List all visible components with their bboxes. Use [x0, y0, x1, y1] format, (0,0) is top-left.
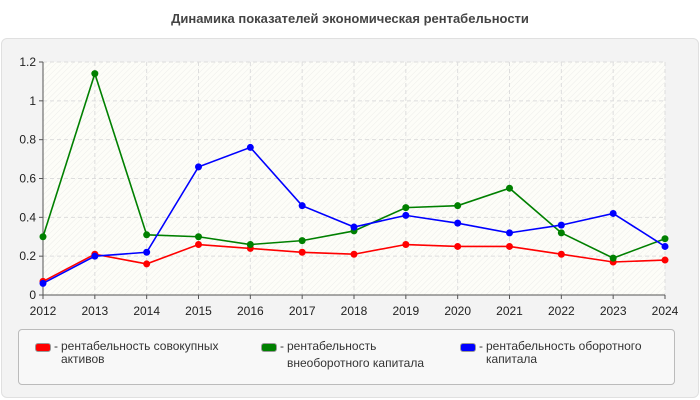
x-tick-label: 2013: [81, 304, 108, 318]
data-point: [506, 229, 513, 237]
y-tick-label: 1: [29, 94, 36, 108]
legend-swatch-blue: [460, 343, 476, 352]
data-point: [557, 229, 565, 237]
data-point: [661, 256, 669, 264]
x-tick-label: 2014: [133, 304, 160, 318]
legend-dash: -: [54, 339, 58, 353]
x-tick-label: 2023: [600, 304, 627, 318]
data-point: [143, 231, 151, 239]
legend-item-noncurrent: - рентабельность внеоборотного капитала: [261, 339, 424, 372]
x-tick-label: 2022: [548, 304, 575, 318]
data-point: [143, 248, 151, 256]
x-tick-label: 2020: [444, 304, 471, 318]
x-tick-label: 2012: [30, 304, 57, 318]
legend-dash: -: [479, 339, 483, 353]
legend-label: рентабельность внеоборотного капитала: [287, 339, 424, 370]
y-tick-label: 0.2: [19, 249, 36, 263]
y-tick-label: 0.8: [19, 133, 36, 147]
data-point: [91, 252, 99, 260]
data-point: [557, 250, 565, 258]
data-point: [661, 242, 669, 250]
data-point: [350, 250, 358, 258]
x-tick-label: 2016: [237, 304, 264, 318]
data-point: [609, 209, 617, 217]
data-point: [454, 219, 462, 227]
chart-title: Динамика показателей экономическая рента…: [171, 11, 529, 26]
data-point: [506, 242, 513, 250]
data-point: [454, 242, 462, 250]
data-point: [246, 143, 254, 151]
data-point: [298, 202, 306, 210]
legend-item-current: - рентабельность оборотного капитала: [460, 340, 642, 366]
line-chart: 0 0.2 0.4 0.6 0.8 1 1.2 2012 2013 2014 2015 2016 201…: [19, 55, 679, 318]
data-point: [195, 163, 202, 171]
data-point: [143, 260, 151, 268]
data-point: [39, 279, 47, 287]
x-tick-label: 2015: [185, 304, 212, 318]
data-point: [506, 184, 513, 192]
data-point: [298, 248, 306, 256]
data-point: [195, 241, 202, 249]
data-point: [454, 202, 462, 210]
data-point: [402, 241, 410, 249]
legend-swatch-green: [261, 343, 277, 352]
x-tick-label: 2024: [652, 304, 679, 318]
y-tick-label: 0: [29, 288, 36, 302]
legend: - рентабельность совокупных активов - рен…: [18, 329, 675, 385]
data-point: [609, 254, 617, 262]
y-tick-label: 0.4: [19, 210, 36, 224]
legend-label: рентабельность оборотного капитала: [486, 339, 642, 366]
legend-dash: -: [280, 339, 284, 353]
data-point: [557, 221, 565, 229]
data-point: [661, 235, 669, 243]
legend-item-assets: - рентабельность совокупных активов: [35, 340, 219, 366]
x-tick-label: 2021: [496, 304, 523, 318]
data-point: [350, 223, 358, 231]
data-point: [246, 241, 254, 249]
data-point: [39, 233, 47, 241]
data-point: [91, 70, 99, 78]
data-point: [402, 211, 410, 219]
x-tick-label: 2018: [341, 304, 368, 318]
x-tick-label: 2019: [392, 304, 419, 318]
data-point: [195, 233, 202, 241]
data-point: [402, 204, 410, 212]
legend-label: рентабельность совокупных активов: [61, 339, 219, 366]
y-tick-label: 1.2: [19, 55, 36, 69]
y-tick-label: 0.6: [19, 172, 36, 186]
data-point: [298, 237, 306, 245]
x-tick-label: 2017: [289, 304, 316, 318]
legend-swatch-red: [35, 343, 51, 352]
